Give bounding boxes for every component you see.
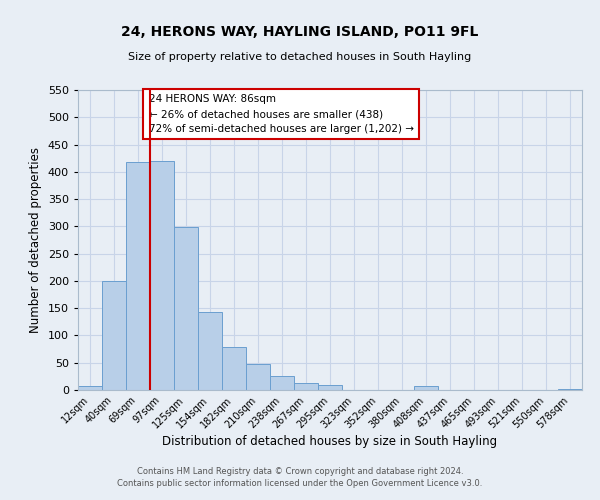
Text: 24, HERONS WAY, HAYLING ISLAND, PO11 9FL: 24, HERONS WAY, HAYLING ISLAND, PO11 9FL — [121, 25, 479, 39]
Bar — [294, 384, 318, 390]
Bar — [174, 228, 198, 390]
Bar — [558, 389, 582, 390]
Text: Contains HM Land Registry data © Crown copyright and database right 2024.
Contai: Contains HM Land Registry data © Crown c… — [118, 466, 482, 487]
Bar — [222, 348, 246, 390]
Text: Size of property relative to detached houses in South Hayling: Size of property relative to detached ho… — [128, 52, 472, 62]
Bar — [102, 281, 126, 390]
Bar — [126, 162, 150, 390]
Bar — [318, 385, 342, 390]
Bar — [414, 386, 438, 390]
Bar — [246, 364, 270, 390]
Bar — [78, 386, 102, 390]
Bar — [150, 161, 174, 390]
Y-axis label: Number of detached properties: Number of detached properties — [29, 147, 42, 333]
X-axis label: Distribution of detached houses by size in South Hayling: Distribution of detached houses by size … — [163, 436, 497, 448]
Text: 24 HERONS WAY: 86sqm
← 26% of detached houses are smaller (438)
72% of semi-deta: 24 HERONS WAY: 86sqm ← 26% of detached h… — [149, 94, 413, 134]
Bar — [270, 376, 294, 390]
Bar — [198, 312, 222, 390]
